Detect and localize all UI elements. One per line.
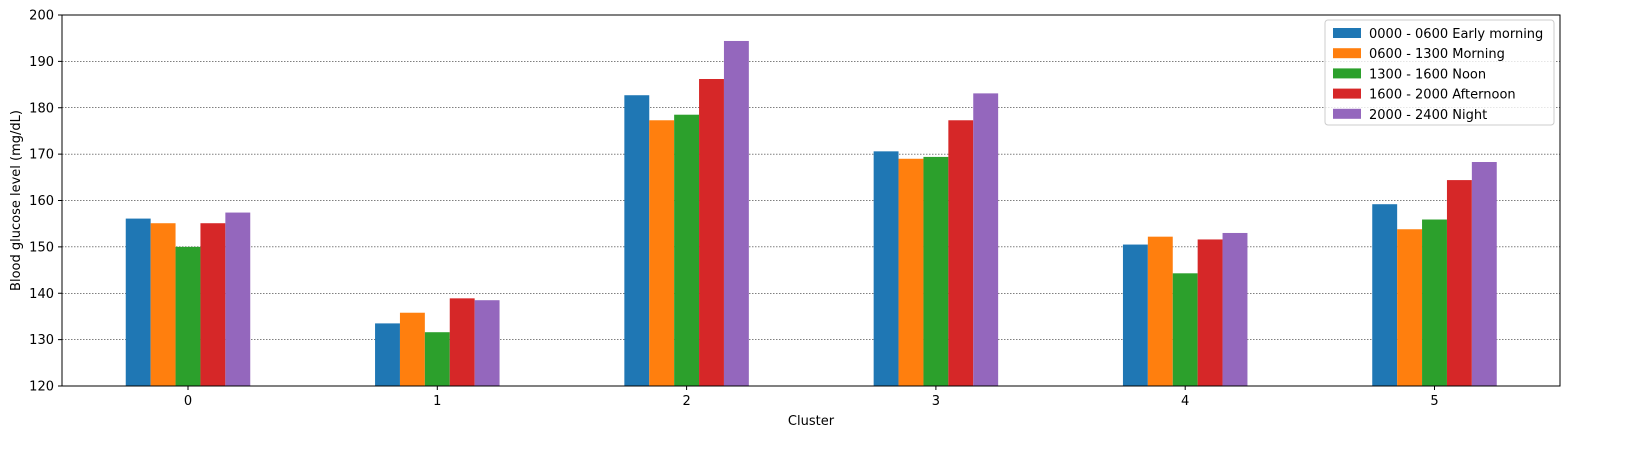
bar-series-1-cluster-3 [898,158,924,386]
bar-series-3-cluster-4 [1197,239,1223,386]
legend-box [1324,19,1555,126]
bar-series-4-cluster-0 [225,212,251,386]
bar-series-3-cluster-2 [699,78,724,386]
bar-series-1-cluster-2 [649,120,675,387]
y-tick-label: 150 [29,240,54,255]
x-tick-label: 5 [1430,394,1438,409]
bar-series-1-cluster-4 [1147,236,1173,386]
bar-series-2-cluster-3 [923,156,949,386]
bar-series-0-cluster-3 [873,151,899,386]
bar-series-3-cluster-0 [200,223,226,386]
bars [125,40,1497,387]
bar-series-2-cluster-0 [175,246,201,386]
bar-series-4-cluster-2 [723,40,749,386]
y-tick-label: 180 [29,101,54,116]
legend-label: 0000 - 0600 Early morning [1369,27,1543,42]
y-axis-label: Blood glucose level (mg/dL) [9,110,24,291]
bar-series-2-cluster-1 [424,332,450,386]
legend: 0000 - 0600 Early morning 0600 - 1300 Mor… [1324,19,1555,126]
bar-series-3-cluster-3 [948,120,974,387]
y-tick-label: 120 [29,380,54,395]
legend-swatch [1333,48,1361,59]
x-tick-label: 1 [433,394,441,409]
y-tick-label: 170 [29,148,54,163]
bar-series-2-cluster-4 [1172,273,1198,386]
y-tick-label: 200 [29,9,54,24]
legend-swatch [1333,68,1361,79]
bar-series-1-cluster-5 [1397,229,1423,386]
bar-series-1-cluster-0 [150,223,176,386]
bar-series-4-cluster-5 [1471,162,1497,386]
y-tick-label: 190 [29,55,54,70]
x-axis-ticks: 0 1 2 3 4 5 [184,386,1439,409]
x-tick-label: 2 [682,394,690,409]
bar-series-0-cluster-0 [125,218,151,386]
x-tick-label: 4 [1181,394,1189,409]
bar-series-4-cluster-3 [973,93,999,386]
legend-label: 1300 - 1600 Noon [1369,67,1486,82]
legend-swatch [1333,28,1361,38]
y-tick-label: 160 [29,194,54,209]
x-tick-label: 0 [184,394,192,409]
bar-series-3-cluster-1 [449,298,475,386]
legend-swatch [1333,88,1361,99]
legend-swatch [1333,108,1361,119]
x-tick-label: 3 [932,394,940,409]
bar-series-0-cluster-4 [1122,244,1148,386]
bar-series-4-cluster-1 [474,300,500,386]
gridlines [62,61,1560,340]
bar-series-2-cluster-5 [1422,219,1447,386]
bar-series-1-cluster-1 [399,312,425,386]
bar-series-0-cluster-5 [1372,204,1398,386]
y-tick-label: 140 [29,287,54,302]
bar-series-0-cluster-1 [375,323,400,386]
bar-series-0-cluster-2 [624,95,650,386]
y-axis-ticks: 120 130 140 150 160 170 180 190 200 [29,9,62,395]
legend-label: 2000 - 2400 Night [1369,108,1487,123]
bar-series-4-cluster-4 [1222,232,1248,386]
bar-series-3-cluster-5 [1446,180,1472,386]
x-axis-label: Cluster [788,414,835,429]
y-tick-label: 130 [29,333,54,348]
legend-label: 0600 - 1300 Morning [1369,47,1505,62]
bar-series-2-cluster-2 [674,114,700,387]
legend-label: 1600 - 2000 Afternoon [1369,88,1516,103]
